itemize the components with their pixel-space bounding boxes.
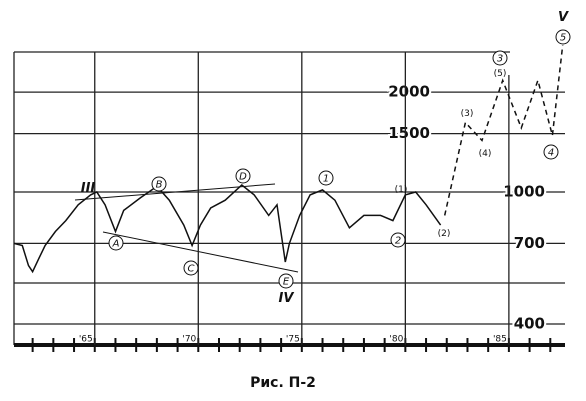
y-tick-label: 1000 bbox=[503, 183, 545, 201]
y-tick-label: 1500 bbox=[388, 124, 430, 142]
annotation-circle bbox=[151, 176, 167, 192]
caption: Рис. П-2 bbox=[250, 375, 316, 391]
annotation: (1) bbox=[395, 185, 408, 195]
x-tick-label: '70 bbox=[182, 335, 196, 345]
annotation: 1 bbox=[323, 174, 329, 185]
y-tick-label: 2000 bbox=[388, 83, 430, 101]
annotation: B bbox=[156, 180, 163, 191]
x-tick-label: '85 bbox=[493, 335, 507, 345]
annotation: IV bbox=[279, 291, 295, 306]
annotation: 5 bbox=[560, 33, 566, 44]
annotation: 4 bbox=[548, 148, 554, 159]
price-line bbox=[443, 45, 564, 216]
annotation: (2) bbox=[438, 229, 451, 239]
annotation-circle bbox=[390, 232, 406, 248]
annotation: 3 bbox=[497, 54, 503, 65]
annotation-circle bbox=[543, 144, 559, 160]
x-tick-label: '65 bbox=[79, 335, 93, 345]
annotation-circle bbox=[555, 29, 571, 45]
y-tick-label: 400 bbox=[514, 315, 545, 333]
annotation: 2 bbox=[395, 236, 401, 247]
trend-line bbox=[102, 231, 299, 273]
x-tick-label: '75 bbox=[286, 335, 300, 345]
y-tick-label: 700 bbox=[514, 234, 545, 252]
annotation-circle bbox=[235, 168, 251, 184]
annotation: III bbox=[81, 181, 96, 196]
annotation: E bbox=[283, 277, 290, 288]
annotation-circle bbox=[278, 273, 294, 289]
annotation: C bbox=[188, 264, 195, 275]
annotation: D bbox=[239, 172, 247, 183]
annotation: (5) bbox=[494, 69, 507, 79]
annotation: A bbox=[112, 239, 120, 250]
annotation: (4) bbox=[479, 149, 492, 159]
annotation: V bbox=[558, 10, 569, 25]
x-tick-label: '80 bbox=[389, 335, 403, 345]
annotation-circle bbox=[318, 170, 334, 186]
price-line bbox=[13, 184, 442, 274]
annotation-circle bbox=[183, 260, 199, 276]
annotation-circle bbox=[108, 235, 124, 251]
annotation-circle bbox=[492, 50, 508, 66]
annotation: (3) bbox=[461, 109, 474, 119]
